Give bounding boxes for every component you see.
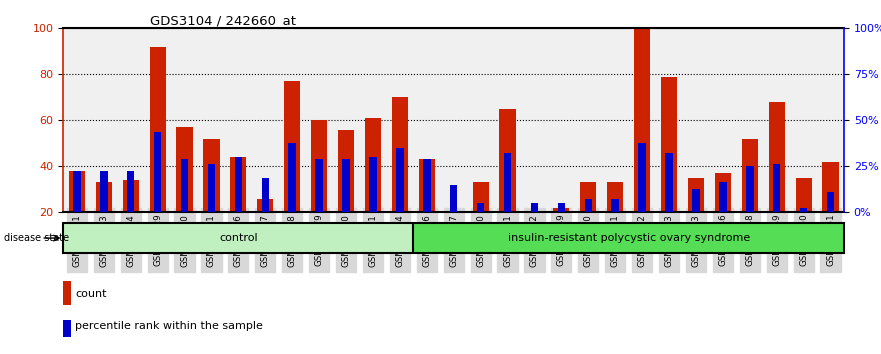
Bar [472,182,489,212]
Bar [629,28,655,212]
Bar [285,81,300,212]
Bar [396,148,403,212]
Bar [278,28,306,212]
Bar [742,139,758,212]
Bar [655,28,683,212]
Text: GDS3104 / 242660_at: GDS3104 / 242660_at [150,14,296,27]
Bar [817,28,844,212]
Bar [127,171,135,212]
Bar [467,28,494,212]
Bar [288,143,296,212]
Bar [440,28,467,212]
Text: disease state: disease state [4,233,69,243]
Bar [150,47,166,212]
Bar [122,180,139,212]
Bar [477,203,485,212]
Bar [611,199,619,212]
Text: percentile rank within the sample: percentile rank within the sample [75,321,263,331]
Bar [423,159,431,212]
Bar [826,192,834,212]
Bar [719,182,727,212]
Bar [181,159,189,212]
Bar [176,127,193,212]
Bar [602,28,629,212]
Bar [823,162,839,212]
Text: control: control [219,233,258,243]
Bar [763,28,790,212]
Text: count: count [75,289,107,299]
Bar [413,28,440,212]
Bar [450,185,457,212]
Bar [665,153,673,212]
Bar [91,28,117,212]
Bar [558,203,565,212]
Bar [418,159,435,212]
Bar [69,171,85,212]
Bar [63,28,91,212]
Bar [800,208,807,212]
Bar [359,28,387,212]
Bar [768,102,785,212]
Bar [683,28,709,212]
Bar [634,28,650,212]
Bar [230,157,247,212]
Bar [504,153,511,212]
Bar [661,76,677,212]
Bar [392,97,408,212]
Bar [692,189,700,212]
Bar [553,208,569,212]
Bar [548,28,574,212]
Bar [306,28,333,212]
Text: insulin-resistant polycystic ovary syndrome: insulin-resistant polycystic ovary syndr… [507,233,750,243]
Bar [790,28,817,212]
Bar [584,199,592,212]
Bar [338,130,354,212]
Bar [333,28,359,212]
Bar [204,139,219,212]
Bar [343,159,350,212]
Bar [746,166,753,212]
Bar [521,28,548,212]
Bar [365,118,381,212]
Bar [257,199,273,212]
Bar [639,143,646,212]
Bar [773,164,781,212]
Bar [73,171,81,212]
Bar [144,28,171,212]
Bar [198,28,225,212]
Bar [369,157,377,212]
Bar [262,178,269,212]
Bar [311,120,327,212]
Bar [446,212,462,219]
Bar [530,203,538,212]
Bar [100,171,107,212]
Bar [234,157,242,212]
Bar [709,28,737,212]
Bar [154,132,161,212]
Bar [737,28,763,212]
Bar [225,28,252,212]
Bar [494,28,521,212]
Bar [63,223,413,253]
Bar [96,182,112,212]
Bar [581,182,596,212]
Bar [574,28,602,212]
Bar [688,178,704,212]
Bar [413,223,844,253]
Bar [500,109,515,212]
Bar [117,28,144,212]
Bar [63,320,70,337]
Bar [63,281,70,305]
Bar [315,159,323,212]
Bar [252,28,278,212]
Bar [208,164,215,212]
Bar [714,173,731,212]
Bar [171,28,198,212]
Bar [796,178,811,212]
Bar [387,28,413,212]
Bar [607,182,623,212]
